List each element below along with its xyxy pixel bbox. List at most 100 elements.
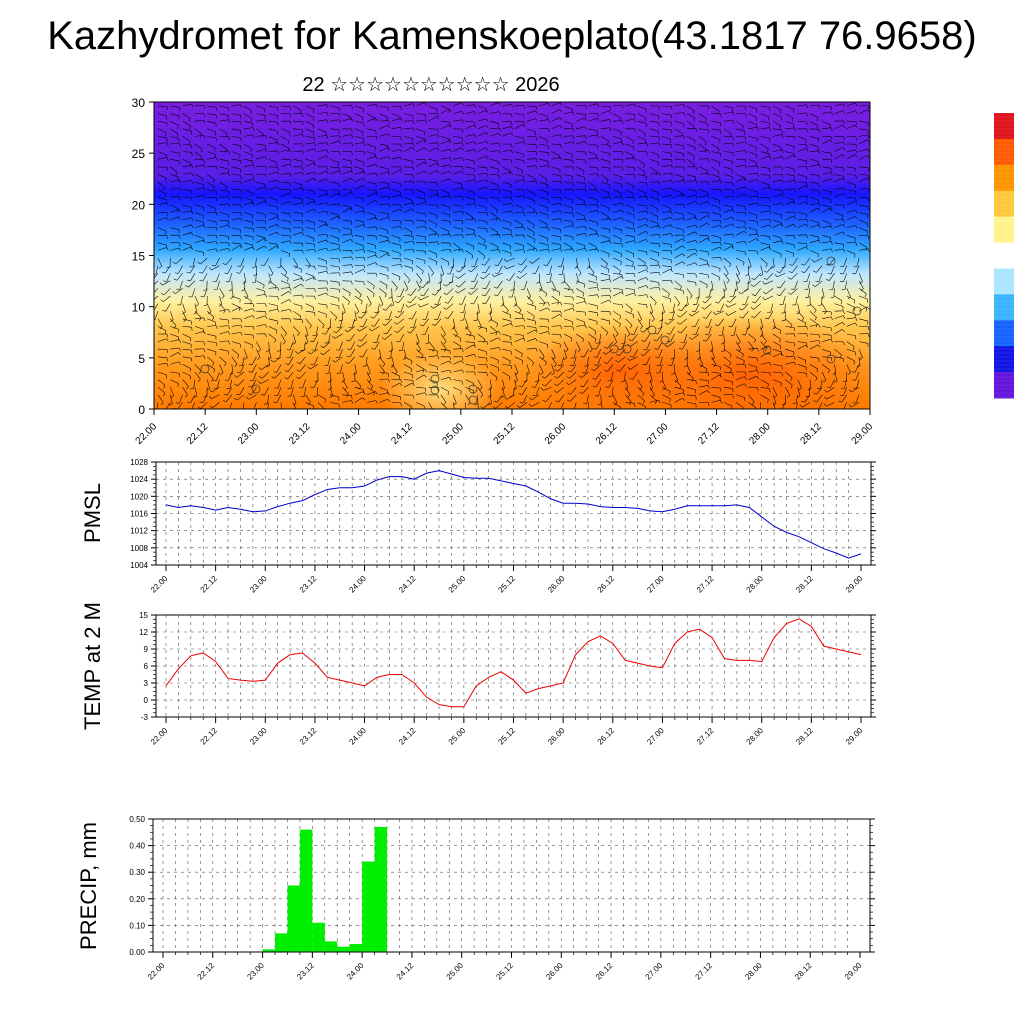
wind-barb (575, 257, 579, 267)
wind-barb-flag (395, 287, 398, 291)
wind-barb (219, 331, 229, 335)
wind-barb-flag (609, 311, 611, 316)
wind-barb (440, 265, 445, 275)
wind-barb (748, 370, 758, 373)
wind-barb-flag (682, 193, 686, 198)
wind-barb-flag (565, 349, 569, 353)
wind-barb (189, 265, 196, 274)
wind-barb-flag (523, 179, 526, 183)
wind-barb-flag (351, 271, 354, 276)
wind-barb-flag (772, 403, 777, 406)
wind-barb (760, 143, 769, 149)
wind-barb (330, 394, 339, 398)
wind-barb-flag (338, 192, 341, 196)
wind-barb-flag (604, 346, 608, 349)
wind-barb (674, 151, 684, 154)
wind-barb (619, 349, 626, 356)
wind-barb (695, 303, 700, 312)
wind-barb (280, 192, 289, 198)
y-tick-label: 15 (132, 250, 146, 264)
wind-barb (379, 349, 382, 359)
wind-barb-flag (658, 225, 661, 229)
wind-barb (219, 189, 229, 192)
wind-barb (600, 166, 610, 169)
wind-barb-flag (518, 263, 522, 266)
wind-barb (465, 353, 475, 358)
wind-barb (170, 347, 180, 350)
wind-barb (477, 234, 486, 241)
wind-barb (330, 105, 340, 109)
wind-barb-flag (430, 305, 434, 309)
pmsl-ylabel: PMSL (80, 483, 105, 543)
wind-barb (563, 303, 573, 305)
wind-barb-flag (307, 366, 311, 370)
wind-barb-flag (375, 190, 377, 194)
wind-barb-flag (533, 247, 535, 252)
wind-barb-flag (843, 187, 846, 192)
wind-barb (440, 136, 450, 140)
wind-barb (190, 273, 196, 282)
wind-barb-flag (362, 185, 366, 189)
wind-barb (822, 172, 832, 175)
wind-barb-flag (449, 377, 452, 381)
wind-barb-flag (545, 293, 547, 297)
wind-barb-flag (510, 323, 514, 327)
wind-barb-flag (731, 406, 733, 409)
wind-barb-flag (866, 139, 870, 143)
wind-barb (797, 195, 807, 198)
wind-barb (846, 196, 856, 199)
wind-barb (170, 151, 180, 154)
wind-barb-flag (867, 155, 870, 159)
wind-barb (465, 189, 475, 193)
wind-barb (521, 265, 528, 273)
wind-barb-flag (582, 338, 584, 343)
wind-barb (379, 217, 389, 221)
wind-barb-flag (606, 332, 608, 336)
wind-barb (539, 364, 544, 373)
wind-barb (556, 386, 565, 393)
wind-barb (745, 326, 749, 336)
wind-barb (545, 394, 552, 402)
wind-barb (367, 118, 376, 122)
wind-barb (723, 166, 733, 170)
wind-barb-flag (215, 235, 218, 239)
wind-barb (514, 303, 522, 311)
wind-barb (477, 147, 487, 152)
wind-barb (711, 212, 721, 215)
wind-barb (477, 219, 487, 222)
wind-barb (662, 303, 665, 313)
wind-barb (782, 295, 786, 305)
wind-barb (437, 295, 442, 305)
wind-barb-flag (779, 125, 781, 130)
wind-barb (679, 318, 688, 325)
wind-barb (330, 166, 340, 169)
wind-barb-flag (744, 106, 747, 110)
wind-barb-flag (300, 283, 304, 287)
wind-barb-flag (191, 103, 194, 108)
wind-barb (359, 326, 368, 332)
wind-barb-flag (707, 201, 710, 205)
wind-barb (772, 194, 782, 198)
wind-barb-flag (519, 309, 522, 314)
wind-barb (736, 204, 745, 207)
wind-barb (330, 128, 340, 131)
wind-barb-flag (350, 177, 354, 181)
wind-barb (463, 303, 466, 313)
wind-barb-flag (834, 380, 838, 383)
wind-barb (342, 170, 351, 175)
wind-barb (539, 302, 549, 304)
wind-barb-flag (424, 202, 427, 206)
wind-barb (305, 276, 314, 282)
wind-barb (182, 113, 191, 119)
wind-barb-flag (640, 326, 643, 330)
wind-barb (268, 280, 277, 287)
wind-barb (248, 394, 257, 400)
wind-barb (699, 113, 707, 119)
wind-barb (858, 288, 867, 294)
wind-barb (539, 234, 548, 239)
wind-barb-flag (813, 400, 817, 403)
wind-barb (732, 288, 737, 297)
wind-barb-flag (265, 220, 267, 225)
x-tick-label: 26.00 (543, 421, 569, 447)
wind-barb-flag (597, 204, 599, 209)
